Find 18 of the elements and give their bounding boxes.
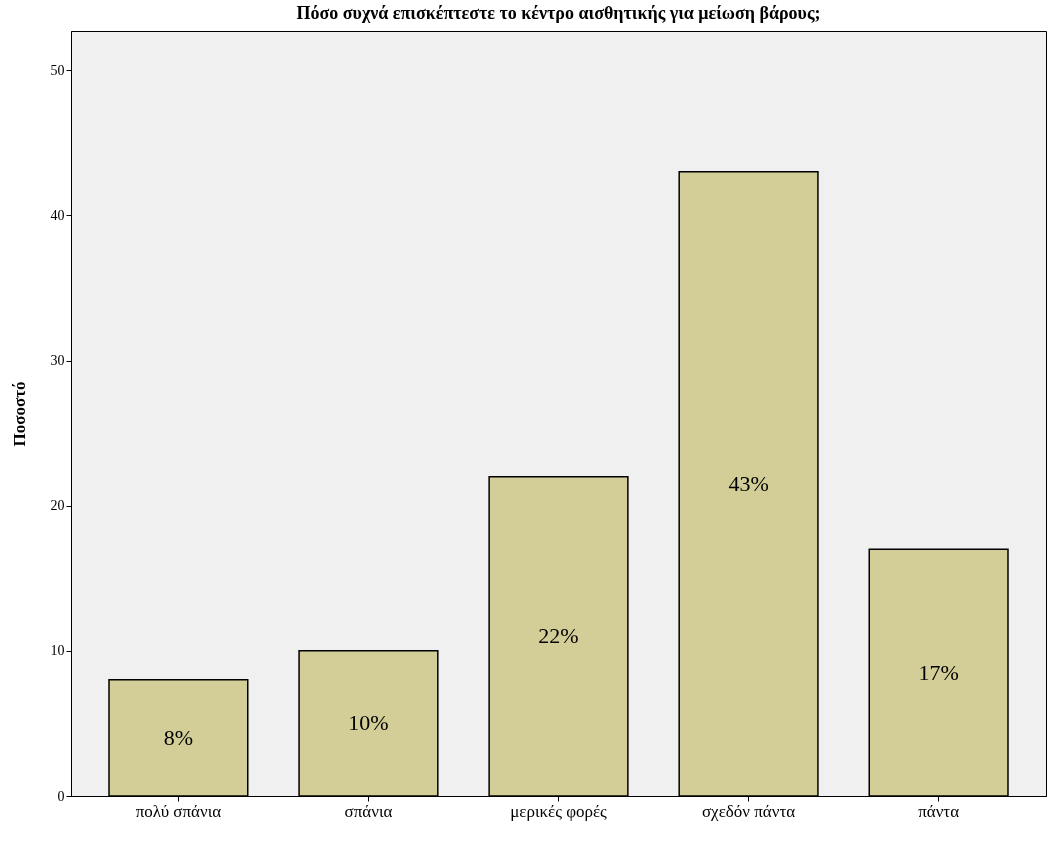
y-tick-label: 10 bbox=[50, 643, 65, 659]
data-label: 43% bbox=[728, 470, 769, 496]
data-label: 22% bbox=[538, 623, 579, 649]
y-axis-title: Ποσοστό bbox=[9, 381, 29, 447]
y-tick-label: 50 bbox=[50, 62, 65, 78]
x-tick-label: σχεδόν πάντα bbox=[701, 801, 796, 821]
y-tick-label: 40 bbox=[50, 207, 65, 223]
data-label: 8% bbox=[163, 724, 194, 750]
y-tick-label: 20 bbox=[50, 498, 65, 514]
y-tick-label: 0 bbox=[57, 788, 65, 804]
chart-title: Πόσο συχνά επισκέπτεστε το κέντρο αισθητικής για μείωση βάρους; bbox=[296, 3, 821, 23]
x-tick-label: πάντα bbox=[918, 801, 960, 821]
data-label: 10% bbox=[348, 710, 389, 736]
y-tick-label: 30 bbox=[50, 353, 65, 369]
data-label: 17% bbox=[918, 659, 959, 685]
x-tick-label: μερικές φορές bbox=[510, 801, 608, 821]
x-tick-label: σπάνια bbox=[344, 801, 393, 821]
x-tick-label: πολύ σπάνια bbox=[135, 801, 222, 821]
